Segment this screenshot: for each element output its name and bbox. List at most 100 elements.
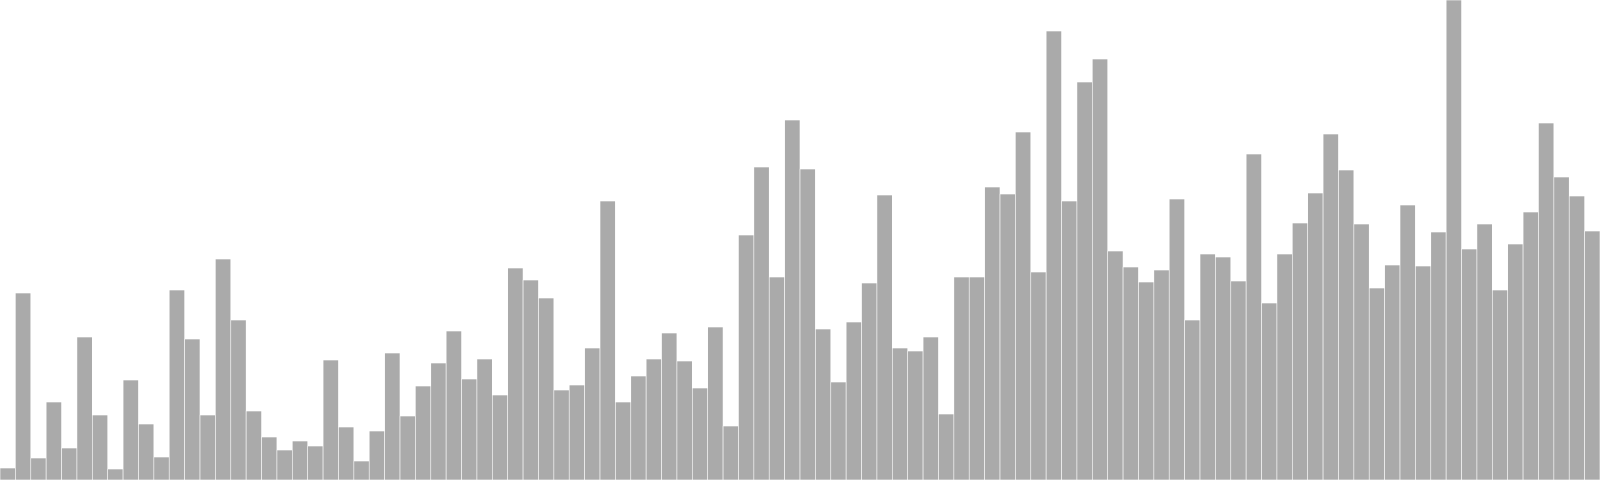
bar-23 [338, 426, 355, 480]
bar-76 [1153, 269, 1170, 480]
bar-62 [938, 413, 955, 480]
bar-65 [984, 186, 1001, 480]
bar-13 [184, 338, 201, 480]
bar-37 [553, 389, 570, 480]
bar-43 [645, 358, 662, 480]
bar-18 [261, 436, 278, 480]
bar-49 [738, 234, 755, 480]
bar-86 [1307, 192, 1324, 480]
bar-44 [661, 332, 678, 480]
bar-16 [230, 319, 247, 480]
bar-66 [999, 193, 1016, 480]
bar-72 [1092, 58, 1108, 480]
bar-26 [384, 352, 401, 480]
bar-64 [968, 276, 985, 480]
bar-93 [1415, 265, 1432, 480]
bar-103 [1568, 195, 1585, 480]
bar-39 [584, 347, 601, 480]
bar-56 [845, 321, 862, 480]
bar-79 [1199, 253, 1216, 480]
bar-100 [1522, 211, 1539, 480]
bar-61 [922, 336, 939, 480]
bar-95 [1445, 0, 1462, 480]
bar-30 [445, 330, 462, 480]
bar-15 [215, 258, 232, 480]
bar-67 [1015, 131, 1032, 480]
bar-42 [630, 375, 647, 480]
bar-3 [30, 457, 47, 480]
bar-57 [861, 282, 878, 480]
bar-101 [1538, 122, 1555, 480]
bar-9 [122, 379, 139, 480]
bar-4 [45, 401, 62, 480]
bar-74 [1122, 266, 1139, 480]
bar-77 [1168, 198, 1185, 480]
bar-40 [599, 200, 616, 480]
bar-35 [522, 279, 539, 480]
bar-55 [830, 381, 847, 480]
bar-104 [1584, 230, 1600, 480]
bar-10 [138, 423, 155, 480]
bar-81 [1230, 280, 1247, 480]
bar-50 [753, 166, 770, 480]
bar-91 [1384, 264, 1401, 480]
bar-22 [322, 359, 339, 480]
bar-69 [1045, 30, 1062, 480]
bar-82 [1245, 153, 1262, 480]
bar-27 [399, 415, 416, 480]
bar-45 [676, 360, 693, 480]
bar-7 [92, 414, 108, 480]
bar-34 [507, 267, 524, 480]
bar-17 [245, 410, 262, 480]
bar-28 [415, 385, 432, 480]
bar-90 [1368, 287, 1385, 480]
bar-78 [1184, 319, 1201, 480]
bar-41 [615, 401, 632, 480]
bar-73 [1107, 250, 1124, 480]
bar-32 [476, 358, 493, 480]
bar-96 [1461, 248, 1478, 480]
bar-60 [907, 350, 924, 480]
bar-24 [353, 460, 370, 480]
bar-11 [153, 456, 170, 480]
bar-8 [107, 468, 124, 480]
bar-59 [892, 347, 908, 480]
bar-97 [1476, 223, 1493, 480]
bar-70 [1061, 200, 1078, 480]
bar-20 [292, 440, 308, 480]
bar-36 [538, 297, 555, 480]
bar-33 [492, 394, 508, 480]
bar-92 [1399, 204, 1416, 480]
bar-2 [15, 292, 32, 480]
bar-102 [1553, 176, 1570, 480]
bar-14 [199, 414, 216, 480]
bar-38 [568, 384, 585, 480]
bar-1 [0, 467, 16, 480]
bar-94 [1430, 231, 1447, 480]
bar-68 [1030, 271, 1047, 480]
bar-89 [1353, 223, 1370, 480]
bar-31 [461, 378, 478, 480]
bar-47 [707, 326, 724, 480]
bar-25 [368, 430, 385, 480]
bar-88 [1338, 169, 1355, 480]
bar-87 [1322, 133, 1339, 480]
bar-12 [168, 289, 185, 480]
bar-29 [430, 362, 447, 480]
bar-51 [768, 276, 785, 480]
bar-6 [76, 336, 93, 480]
bar-5 [61, 447, 78, 480]
bar-83 [1261, 302, 1278, 480]
bar-21 [307, 445, 324, 480]
bar-53 [799, 168, 816, 480]
bar-80 [1215, 256, 1232, 480]
bar-71 [1076, 81, 1093, 480]
bar-75 [1138, 281, 1155, 480]
bar-52 [784, 119, 801, 480]
bar-19 [276, 449, 293, 480]
bar-85 [1292, 222, 1308, 480]
bar-58 [876, 194, 893, 480]
bar-46 [692, 387, 708, 480]
